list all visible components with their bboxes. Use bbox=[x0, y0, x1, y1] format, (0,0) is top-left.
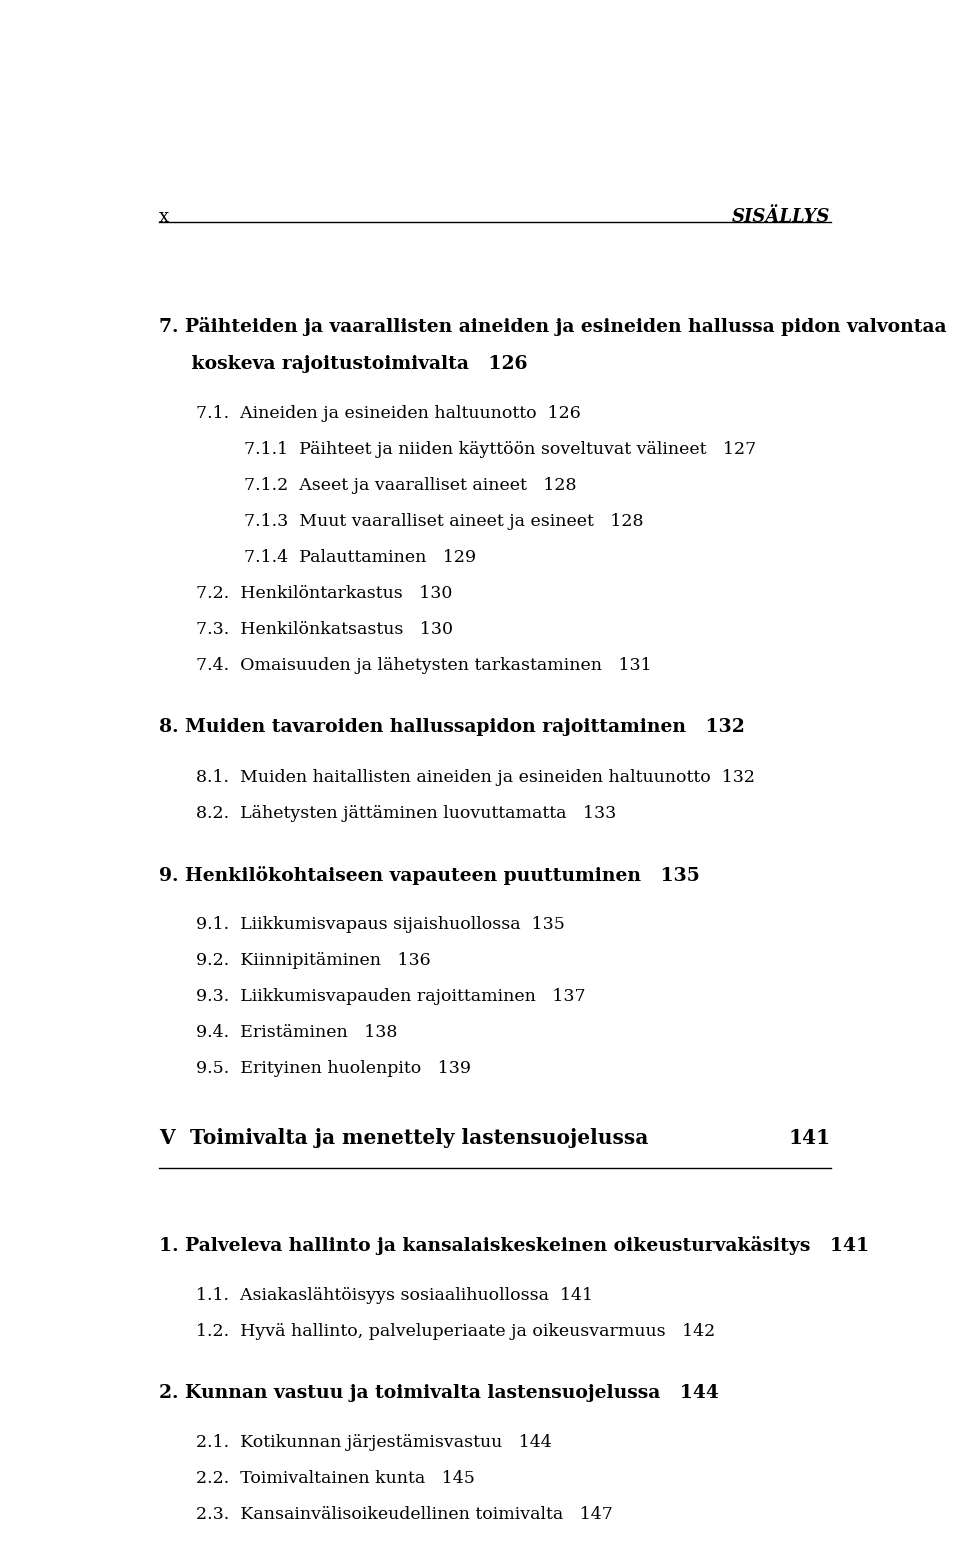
Text: 1.2.  Hyvä hallinto, palveluperiaate ja oikeusvarmuus   142: 1.2. Hyvä hallinto, palveluperiaate ja o… bbox=[196, 1322, 715, 1339]
Text: V: V bbox=[158, 1129, 175, 1149]
Text: 8.1.  Muiden haitallisten aineiden ja esineiden haltuunotto  132: 8.1. Muiden haitallisten aineiden ja esi… bbox=[196, 769, 755, 786]
Text: SISÄLLYS: SISÄLLYS bbox=[732, 209, 830, 226]
Text: x: x bbox=[158, 209, 169, 226]
Text: 8. Muiden tavaroiden hallussapidon rajoittaminen   132: 8. Muiden tavaroiden hallussapidon rajoi… bbox=[158, 718, 744, 736]
Text: 7.3.  Henkilönkatsastus   130: 7.3. Henkilönkatsastus 130 bbox=[196, 621, 453, 638]
Text: 7.1.3  Muut vaaralliset aineet ja esineet   128: 7.1.3 Muut vaaralliset aineet ja esineet… bbox=[244, 514, 644, 531]
Text: 7.2.  Henkilöntarkastus   130: 7.2. Henkilöntarkastus 130 bbox=[196, 585, 452, 603]
Text: 9.1.  Liikkumisvapaus sijaishuollossa  135: 9.1. Liikkumisvapaus sijaishuollossa 135 bbox=[196, 916, 564, 933]
Text: 9.2.  Kiinnipitäminen   136: 9.2. Kiinnipitäminen 136 bbox=[196, 951, 430, 968]
Text: 2. Kunnan vastuu ja toimivalta lastensuojelussa   144: 2. Kunnan vastuu ja toimivalta lastensuo… bbox=[158, 1384, 719, 1401]
Text: 7.1.  Aineiden ja esineiden haltuunotto  126: 7.1. Aineiden ja esineiden haltuunotto 1… bbox=[196, 405, 581, 422]
Text: 7.4.  Omaisuuden ja lähetysten tarkastaminen   131: 7.4. Omaisuuden ja lähetysten tarkastami… bbox=[196, 657, 652, 674]
Text: 2.2.  Toimivaltainen kunta   145: 2.2. Toimivaltainen kunta 145 bbox=[196, 1470, 475, 1487]
Text: 7.1.2  Aseet ja vaaralliset aineet   128: 7.1.2 Aseet ja vaaralliset aineet 128 bbox=[244, 478, 577, 495]
Text: 7.1.4  Palauttaminen   129: 7.1.4 Palauttaminen 129 bbox=[244, 550, 476, 567]
Text: 7.1.1  Päihteet ja niiden käyttöön soveltuvat välineet   127: 7.1.1 Päihteet ja niiden käyttöön sovelt… bbox=[244, 441, 756, 458]
Text: 141: 141 bbox=[788, 1129, 830, 1149]
Text: koskeva rajoitustoimivalta   126: koskeva rajoitustoimivalta 126 bbox=[158, 355, 527, 374]
Text: Toimivalta ja menettely lastensuojelussa: Toimivalta ja menettely lastensuojelussa bbox=[190, 1129, 648, 1149]
Text: 9.5.  Erityinen huolenpito   139: 9.5. Erityinen huolenpito 139 bbox=[196, 1060, 471, 1077]
Text: 9. Henkilökohtaiseen vapauteen puuttuminen   135: 9. Henkilökohtaiseen vapauteen puuttumin… bbox=[158, 866, 700, 884]
Text: 2.1.  Kotikunnan järjestämisvastuu   144: 2.1. Kotikunnan järjestämisvastuu 144 bbox=[196, 1434, 552, 1451]
Text: 7. Päihteiden ja vaarallisten aineiden ja esineiden hallussa pidon valvontaa: 7. Päihteiden ja vaarallisten aineiden j… bbox=[158, 316, 947, 336]
Text: 9.3.  Liikkumisvapauden rajoittaminen   137: 9.3. Liikkumisvapauden rajoittaminen 137 bbox=[196, 987, 586, 1004]
Text: 2.3.  Kansainvälisoikeudellinen toimivalta   147: 2.3. Kansainvälisoikeudellinen toimivalt… bbox=[196, 1506, 612, 1523]
Text: 1.1.  Asiakaslähtöisyys sosiaalihuollossa  141: 1.1. Asiakaslähtöisyys sosiaalihuollossa… bbox=[196, 1286, 593, 1303]
Text: 1. Palveleva hallinto ja kansalaiskeskeinen oikeusturvakäsitys   141: 1. Palveleva hallinto ja kansalaiskeskei… bbox=[158, 1236, 869, 1255]
Text: 9.4.  Eristäminen   138: 9.4. Eristäminen 138 bbox=[196, 1025, 397, 1040]
Text: 8.2.  Lähetysten jättäminen luovuttamatta   133: 8.2. Lähetysten jättäminen luovuttamatta… bbox=[196, 805, 616, 822]
